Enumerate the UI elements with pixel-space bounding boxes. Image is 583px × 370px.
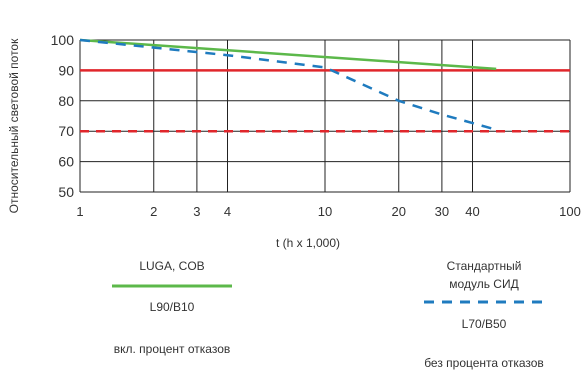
series-line-2 — [79, 38, 497, 131]
legend-right-code: L70/B50 — [462, 317, 507, 331]
x-tick-label: 1 — [76, 204, 83, 219]
y-tick-label: 80 — [58, 93, 74, 109]
legend-right-title-line1: Стандартный — [447, 259, 522, 273]
series-lines — [79, 38, 497, 131]
reference-lines — [80, 69, 570, 133]
y-tick-label: 70 — [58, 123, 74, 139]
legend-right-note: без процента отказов — [424, 356, 544, 370]
x-tick-label: 3 — [193, 204, 200, 219]
y-tick-label: 90 — [58, 62, 74, 78]
x-tick-label: 2 — [150, 204, 157, 219]
legend-left-note: вкл. процент отказов — [114, 342, 231, 356]
legend-left-code: L90/B10 — [150, 300, 195, 314]
tick-labels: 100 90 80 70 60 501 2 3 4 10 20 30 40 100 — [51, 32, 581, 219]
y-tick-label: 50 — [58, 184, 74, 200]
x-axis-label: t (h x 1,000) — [276, 236, 340, 250]
grid — [79, 39, 571, 193]
series-line-1 — [79, 38, 497, 71]
x-tick-label: 20 — [392, 204, 406, 219]
x-tick-label: 10 — [318, 204, 332, 219]
legend-left-title: LUGA, COB — [139, 259, 204, 273]
x-tick-label: 100 — [559, 204, 581, 219]
y-tick-label: 60 — [58, 154, 74, 170]
legend-right-title-line2: модуль СИД — [449, 277, 518, 291]
x-tick-label: 40 — [465, 204, 479, 219]
y-tick-label: 100 — [51, 32, 75, 48]
x-tick-label: 30 — [435, 204, 449, 219]
x-tick-label: 4 — [224, 204, 231, 219]
y-axis-label: Относительный световой поток — [7, 38, 21, 213]
